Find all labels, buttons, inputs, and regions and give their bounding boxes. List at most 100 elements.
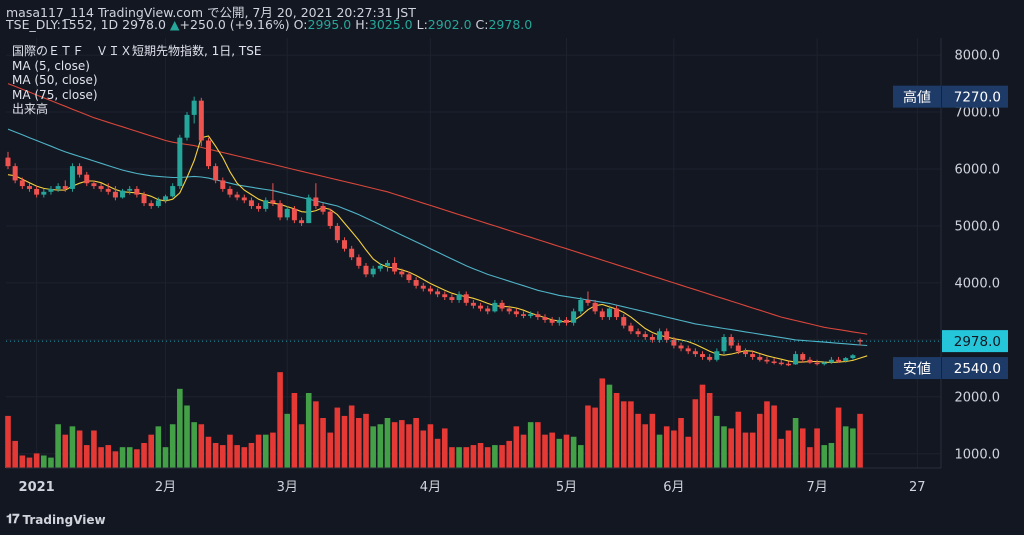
volume-bar bbox=[850, 428, 856, 468]
candle-body bbox=[241, 197, 247, 201]
high-tag-value: 7270.0 bbox=[954, 90, 1001, 106]
candle-body bbox=[198, 100, 204, 141]
volume-bar bbox=[248, 443, 255, 468]
volume-bar bbox=[234, 445, 240, 468]
volume-bar bbox=[699, 384, 706, 468]
candle-body bbox=[12, 166, 18, 181]
volume-bar bbox=[656, 434, 663, 468]
candle bbox=[549, 317, 555, 326]
legend-ma50[interactable]: MA (50, close) bbox=[12, 73, 98, 87]
candle bbox=[707, 354, 713, 362]
candle bbox=[148, 200, 154, 209]
legend-ma75[interactable]: MA (75, close) bbox=[12, 87, 98, 102]
candle bbox=[635, 328, 641, 338]
candle-body bbox=[435, 291, 441, 295]
ma50-line bbox=[7, 128, 868, 347]
candle bbox=[392, 257, 398, 275]
legend-volume[interactable]: 出来高 bbox=[12, 102, 49, 116]
volume-bar bbox=[685, 436, 691, 468]
candle bbox=[807, 356, 813, 364]
candle bbox=[270, 183, 276, 207]
volume-bar bbox=[191, 422, 197, 468]
volume-bar bbox=[563, 434, 570, 468]
low-tag-value-bg bbox=[942, 357, 1008, 380]
candle bbox=[420, 282, 426, 292]
open-value: 2995.0 bbox=[307, 17, 352, 32]
volume-bar bbox=[184, 405, 190, 468]
current-tag-value: 2978.0 bbox=[954, 334, 1001, 350]
candle-body bbox=[155, 200, 161, 207]
volume-bar bbox=[284, 413, 291, 468]
volume-bar bbox=[649, 413, 656, 468]
x-tick-label: 7月 bbox=[806, 480, 827, 495]
candle-body bbox=[127, 188, 133, 191]
candle bbox=[456, 291, 462, 303]
volume-bar bbox=[441, 428, 448, 468]
candle bbox=[342, 237, 348, 252]
candle bbox=[12, 163, 18, 184]
candle bbox=[563, 317, 569, 326]
candle-body bbox=[349, 248, 355, 258]
volume-bar bbox=[313, 401, 319, 468]
candle-body bbox=[427, 288, 433, 292]
volume-bar bbox=[227, 434, 233, 468]
candle-body bbox=[227, 188, 233, 195]
volume-bar bbox=[305, 393, 312, 468]
volume-bar bbox=[663, 426, 670, 468]
candle-body bbox=[535, 314, 541, 318]
high-value: 3025.0 bbox=[368, 17, 413, 32]
low-tag-label-bg bbox=[893, 357, 941, 380]
volume-bar bbox=[728, 428, 734, 468]
candle bbox=[349, 245, 355, 261]
brand-name: TradingView bbox=[22, 512, 106, 527]
candle bbox=[48, 186, 54, 195]
candle bbox=[155, 197, 161, 208]
candle-body bbox=[735, 345, 741, 352]
candle bbox=[263, 197, 269, 212]
high-tag-label-bg bbox=[893, 85, 941, 108]
footer-brand[interactable]: 𝟏𝟕 TradingView bbox=[6, 512, 106, 527]
legend-ma5[interactable]: MA (5, close) bbox=[12, 58, 90, 73]
volume-bar bbox=[148, 434, 154, 468]
volume-bar bbox=[112, 451, 119, 468]
candle bbox=[728, 334, 734, 349]
candle-body bbox=[764, 359, 770, 362]
candle-body bbox=[105, 188, 111, 192]
current-tag: 2978.0 bbox=[942, 330, 1008, 353]
volume-bar bbox=[291, 393, 298, 468]
candle bbox=[785, 361, 791, 367]
candle-body bbox=[785, 363, 791, 366]
candle-body bbox=[800, 354, 806, 360]
candle-body bbox=[592, 302, 598, 312]
volume-bar bbox=[277, 372, 283, 468]
candle-body bbox=[485, 308, 491, 312]
volume-bar bbox=[814, 428, 820, 468]
candle bbox=[363, 262, 369, 278]
candle-body bbox=[599, 311, 605, 318]
candle bbox=[98, 183, 104, 192]
candle-body bbox=[456, 294, 462, 300]
x-tick-label: 27 bbox=[909, 480, 926, 495]
volume-bar bbox=[506, 440, 512, 468]
volume-bar bbox=[535, 422, 541, 468]
candle-body bbox=[48, 188, 54, 192]
volume-bar bbox=[298, 424, 305, 468]
candle bbox=[485, 305, 491, 315]
volume-bar bbox=[520, 434, 527, 468]
candle-body bbox=[857, 340, 863, 342]
volume-bar bbox=[628, 401, 634, 468]
candle-body bbox=[692, 351, 698, 355]
legend-title[interactable]: 国際のＥＴＦ ＶＩＸ短期先物指数, 1日, TSE bbox=[12, 44, 262, 58]
candle bbox=[84, 171, 90, 187]
volume-bar bbox=[606, 384, 613, 468]
candle-body bbox=[120, 190, 126, 198]
candle bbox=[764, 356, 770, 364]
volume-bar bbox=[635, 413, 641, 468]
candle-body bbox=[356, 257, 362, 266]
y-tick-label: 5000.0 bbox=[955, 219, 1001, 234]
candle-body bbox=[77, 166, 83, 175]
candle bbox=[112, 186, 118, 201]
up-arrow-icon: ▲ bbox=[169, 17, 180, 32]
candle bbox=[592, 299, 598, 315]
